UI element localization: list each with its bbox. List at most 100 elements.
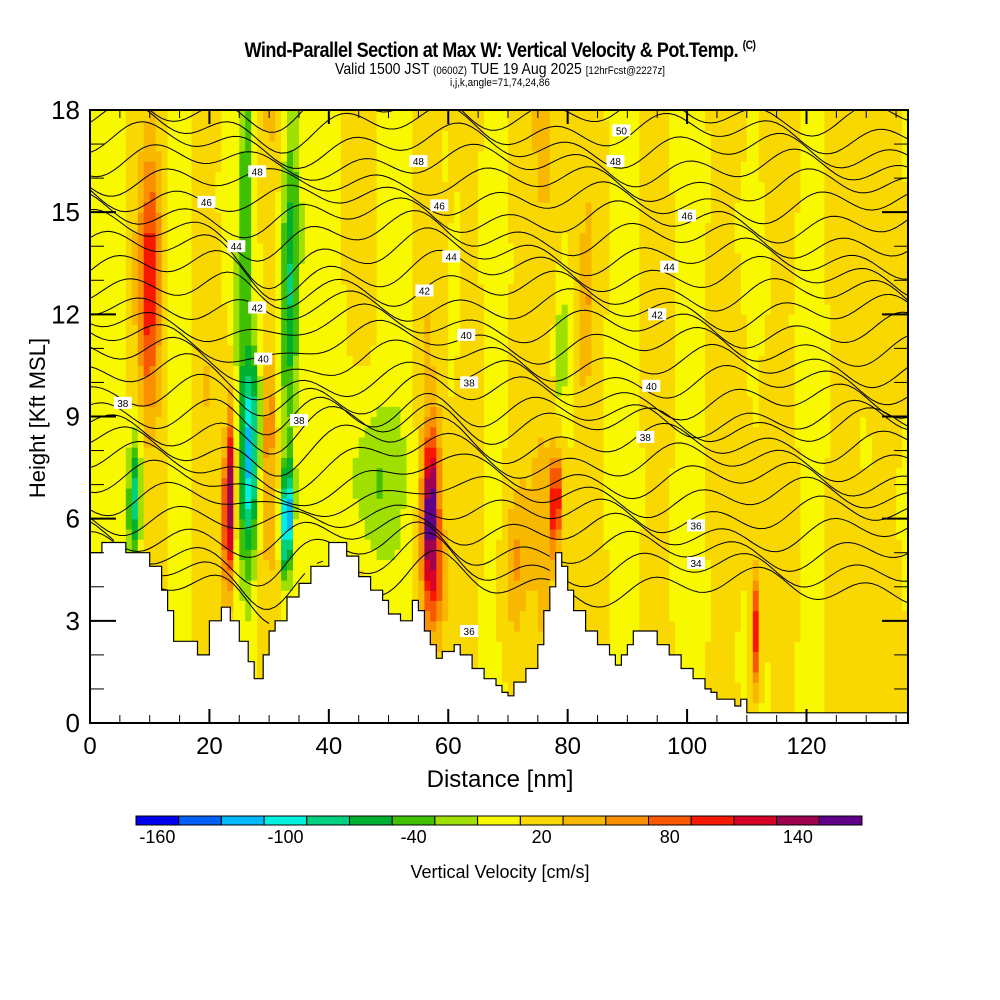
field-cell <box>269 242 276 254</box>
field-cell <box>472 549 479 561</box>
field-cell <box>424 508 431 520</box>
field-cell <box>400 345 408 356</box>
field-cell <box>215 191 222 203</box>
field-cell <box>101 110 109 121</box>
field-cell <box>573 150 581 162</box>
field-cell <box>525 140 533 152</box>
field-cell <box>454 263 461 274</box>
field-cell <box>263 324 270 336</box>
field-cell <box>203 590 210 601</box>
field-cell <box>573 345 581 356</box>
field-cell <box>424 201 431 213</box>
field-cell <box>119 191 127 203</box>
field-cell <box>287 365 294 377</box>
field-cell <box>209 477 216 489</box>
field-cell <box>107 222 115 234</box>
field-cell <box>352 539 360 550</box>
field-cell <box>245 120 252 131</box>
field-cell <box>269 580 276 591</box>
field-cell <box>185 600 193 612</box>
field-cell <box>418 232 425 244</box>
field-cell <box>579 580 587 591</box>
field-cell <box>149 406 157 418</box>
field-cell <box>561 498 569 509</box>
field-cell <box>508 161 515 172</box>
field-cell <box>531 130 539 142</box>
field-cell <box>316 508 324 520</box>
field-cell <box>287 406 294 418</box>
field-cell <box>334 345 342 356</box>
field-cell <box>513 447 521 458</box>
field-cell <box>310 140 318 152</box>
field-cell <box>245 314 252 326</box>
field-cell <box>191 508 199 520</box>
field-cell <box>364 539 372 550</box>
field-cell <box>382 447 390 458</box>
field-cell <box>406 355 414 366</box>
field-cell <box>257 314 264 326</box>
field-cell <box>454 498 461 509</box>
field-cell <box>370 457 378 469</box>
field-cell <box>161 304 169 315</box>
field-cell <box>466 600 473 612</box>
field-cell <box>173 590 181 601</box>
field-cell <box>430 161 437 172</box>
field-cell <box>460 120 467 131</box>
field-cell <box>430 447 437 458</box>
field-cell <box>418 569 425 581</box>
field-cell <box>96 355 103 366</box>
field-cell <box>245 436 252 448</box>
field-cell <box>281 110 288 121</box>
field-cell <box>496 355 503 366</box>
field-cell <box>167 355 175 366</box>
field-cell <box>275 253 282 264</box>
field-cell <box>316 416 324 428</box>
field-cell <box>400 426 408 438</box>
field-cell <box>287 150 294 162</box>
field-cell <box>519 201 527 213</box>
field-cell <box>513 345 521 356</box>
field-cell <box>496 559 503 571</box>
field-cell <box>304 161 312 172</box>
field-cell <box>90 488 97 499</box>
field-cell <box>364 140 372 152</box>
field-cell <box>322 559 330 571</box>
field-cell <box>119 508 127 520</box>
field-cell <box>197 110 205 121</box>
field-cell <box>484 232 491 244</box>
field-cell <box>549 140 557 152</box>
field-cell <box>519 580 527 591</box>
field-cell <box>376 130 384 142</box>
field-cell <box>525 283 533 295</box>
field-cell <box>460 293 467 305</box>
field-cell <box>269 222 276 234</box>
field-cell <box>167 345 175 356</box>
field-cell <box>90 304 97 315</box>
field-cell <box>107 498 115 509</box>
field-cell <box>137 365 145 377</box>
field-cell <box>430 416 437 428</box>
field-cell <box>502 161 509 172</box>
field-cell <box>304 181 312 193</box>
field-cell <box>90 406 97 418</box>
field-cell <box>478 661 485 673</box>
field-cell <box>281 508 288 520</box>
field-cell <box>167 416 175 428</box>
field-cell <box>549 580 557 591</box>
field-cell <box>436 508 443 520</box>
field-cell <box>131 365 139 377</box>
field-cell <box>233 488 240 499</box>
field-cell <box>221 406 228 418</box>
field-cell <box>448 304 455 315</box>
field-cell <box>525 651 533 663</box>
field-cell <box>233 212 240 223</box>
field-cell <box>119 528 127 540</box>
field-cell <box>125 171 133 183</box>
field-cell <box>490 467 497 479</box>
field-cell <box>107 385 115 397</box>
field-cell <box>281 161 288 172</box>
field-cell <box>388 130 396 142</box>
field-cell <box>275 396 282 407</box>
field-cell <box>107 181 115 193</box>
field-cell <box>239 396 246 407</box>
